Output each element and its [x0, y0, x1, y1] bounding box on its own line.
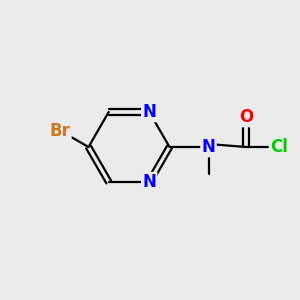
Text: N: N: [202, 138, 215, 156]
Text: O: O: [239, 108, 253, 126]
Text: Cl: Cl: [270, 138, 288, 156]
Text: Br: Br: [50, 122, 70, 140]
Text: N: N: [142, 103, 156, 121]
Text: N: N: [142, 173, 156, 191]
